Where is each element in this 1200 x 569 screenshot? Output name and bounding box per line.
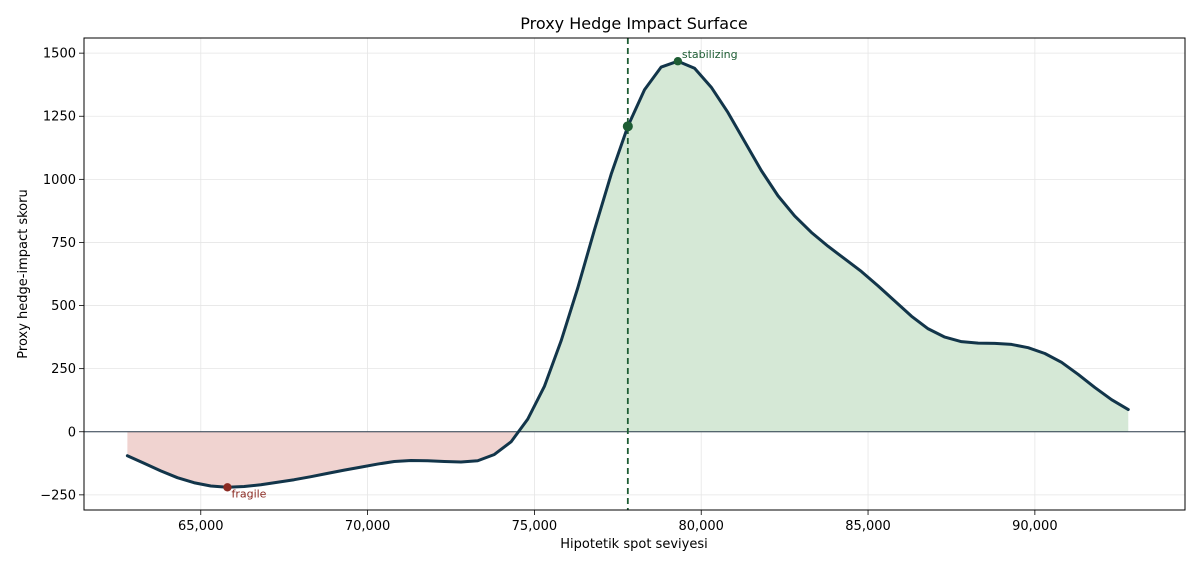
x-tick-label: 75,000 — [512, 519, 558, 534]
y-tick-label: 250 — [51, 362, 76, 377]
area-fills — [127, 61, 1129, 488]
x-tick-label: 85,000 — [845, 519, 891, 534]
chart-title: Proxy Hedge Impact Surface — [520, 14, 747, 33]
y-tick-label: 0 — [68, 425, 76, 440]
x-tick-label: 80,000 — [678, 519, 724, 534]
x-axis-ticks: 65,000 70,000 75,000 80,000 85,000 90,000 — [178, 510, 1058, 534]
y-tick-label: 1000 — [43, 173, 76, 188]
y-tick-label: 500 — [51, 299, 76, 314]
y-axis-title: Proxy hedge-impact skoru — [16, 189, 31, 358]
y-tick-label: 1500 — [43, 47, 76, 62]
positive-area-fill — [518, 61, 1129, 432]
y-tick-label: −250 — [40, 488, 76, 503]
x-tick-label: 65,000 — [178, 519, 224, 534]
y-axis-ticks: −250 0 250 500 750 1000 1250 1500 — [40, 47, 84, 503]
stabilizing-label: stabilizing — [682, 48, 738, 61]
plot-frame — [83, 37, 1186, 511]
negative-area-fill — [127, 431, 519, 488]
y-tick-label: 1250 — [43, 110, 76, 125]
current-spot-point — [622, 121, 633, 132]
x-axis-title: Hipotetik spot seviyesi — [560, 537, 707, 552]
y-tick-label: 750 — [51, 236, 76, 251]
x-tick-label: 70,000 — [345, 519, 391, 534]
fragile-point — [223, 483, 232, 492]
markers: stabilizing fragile — [223, 48, 738, 500]
stabilizing-point — [673, 57, 683, 66]
x-tick-label: 90,000 — [1012, 519, 1058, 534]
fragile-label: fragile — [231, 487, 266, 500]
